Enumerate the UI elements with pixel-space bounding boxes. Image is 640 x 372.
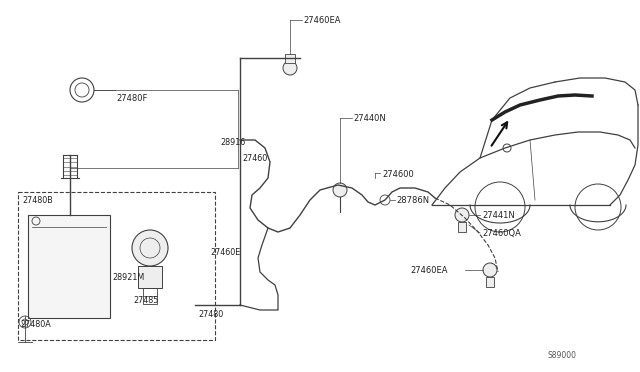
Text: 28916: 28916 bbox=[220, 138, 245, 147]
Text: 27440N: 27440N bbox=[353, 114, 386, 123]
Text: 28921M: 28921M bbox=[112, 273, 144, 282]
Circle shape bbox=[455, 208, 469, 222]
Circle shape bbox=[132, 230, 168, 266]
Text: 27485: 27485 bbox=[133, 296, 158, 305]
Text: 27480B: 27480B bbox=[22, 196, 52, 205]
Bar bbox=[458, 222, 466, 232]
Bar bbox=[28, 215, 110, 318]
Text: 27460QA: 27460QA bbox=[482, 229, 521, 238]
Circle shape bbox=[283, 61, 297, 75]
Bar bbox=[143, 288, 157, 304]
Text: 27460EA: 27460EA bbox=[303, 16, 340, 25]
Text: 274600: 274600 bbox=[382, 170, 413, 179]
Circle shape bbox=[333, 183, 347, 197]
Circle shape bbox=[483, 263, 497, 277]
Bar bbox=[285, 54, 295, 63]
Text: 27460EA: 27460EA bbox=[410, 266, 448, 275]
Text: 27480F: 27480F bbox=[116, 94, 147, 103]
Bar bbox=[18, 192, 215, 340]
Bar bbox=[138, 266, 162, 288]
Text: 27480A: 27480A bbox=[20, 320, 51, 329]
Text: 28786N: 28786N bbox=[396, 196, 429, 205]
Text: 27460: 27460 bbox=[242, 154, 268, 163]
Bar bbox=[486, 277, 494, 287]
Text: 27480: 27480 bbox=[198, 310, 223, 319]
Text: S89000: S89000 bbox=[548, 351, 577, 360]
Text: 27441N: 27441N bbox=[482, 211, 515, 220]
Text: 27460E: 27460E bbox=[210, 248, 240, 257]
